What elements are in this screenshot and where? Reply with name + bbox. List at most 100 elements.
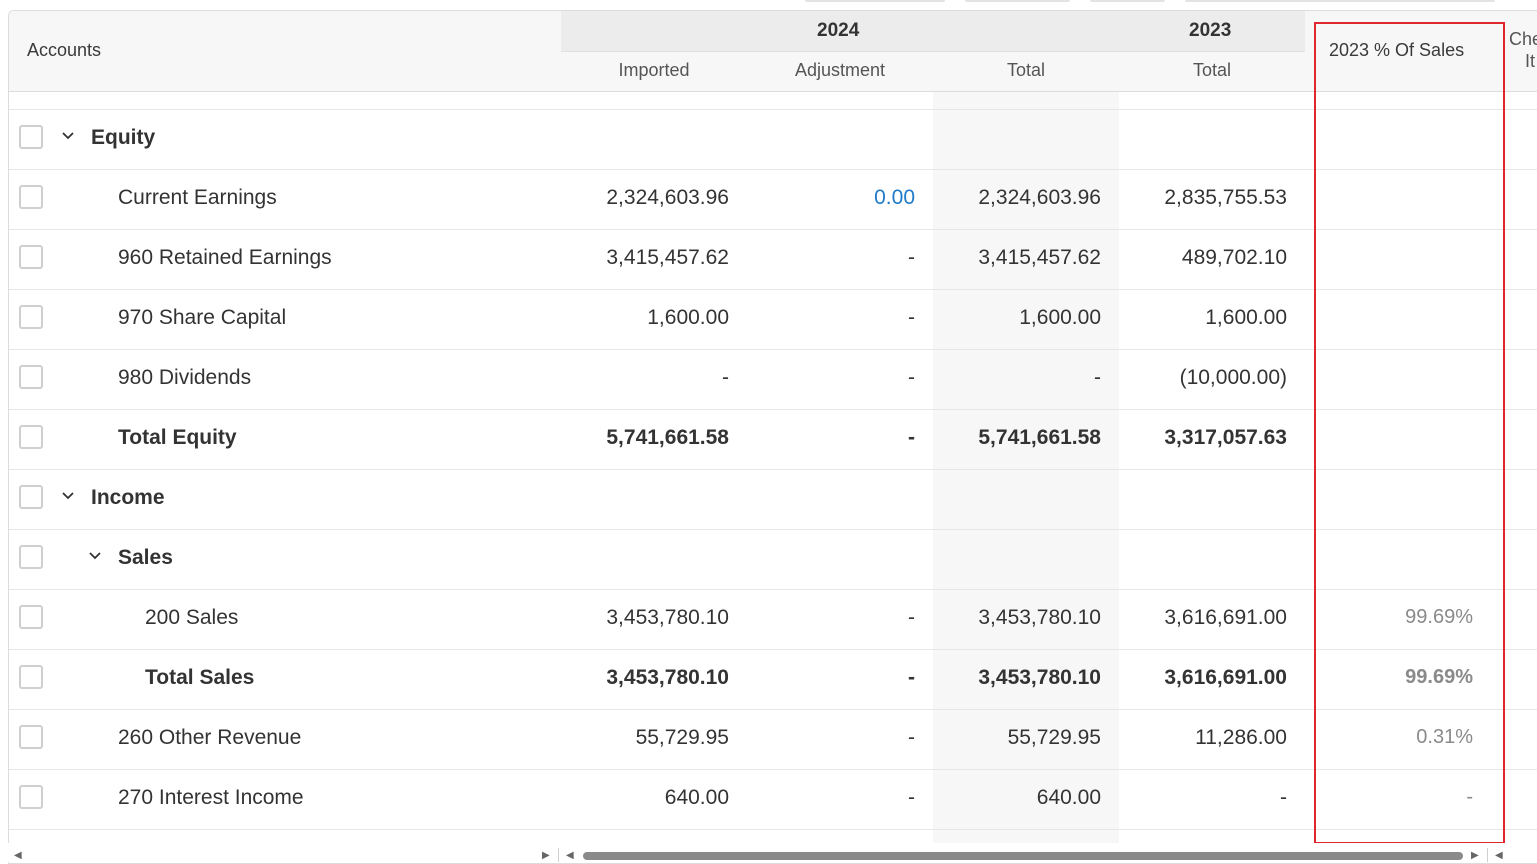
imported-value: 640.00	[664, 786, 729, 809]
row-checkbox[interactable]	[19, 425, 43, 449]
total-2023-value: 3,616,691.00	[1164, 666, 1287, 689]
scroll-right-arrow-icon[interactable]: ▶	[542, 850, 550, 861]
row-label: Current Earnings	[118, 186, 277, 209]
row-checkbox[interactable]	[19, 125, 43, 149]
row-label: Income	[91, 486, 165, 509]
table-row[interactable]: 960 Retained Earnings 3,415,457.62 - 3,4…	[9, 229, 1537, 290]
group-row-sales[interactable]: Sales	[9, 529, 1537, 590]
imported-value: 55,729.95	[635, 726, 729, 749]
scroll-right-arrow-icon[interactable]: ▶	[1471, 850, 1479, 861]
imported-value: -	[722, 366, 729, 389]
table-row[interactable]: 970 Share Capital 1,600.00 - 1,600.00 1,…	[9, 289, 1537, 350]
truncated-column-header[interactable]: Che It	[1509, 29, 1537, 71]
pct-of-sales-column-header[interactable]: 2023 % Of Sales	[1329, 40, 1465, 60]
total-2023-value: 489,702.10	[1181, 246, 1287, 269]
table-header: Accounts 2024 2023 Imported Adjustment T…	[9, 11, 1537, 92]
total-2023-value: 1,600.00	[1205, 306, 1287, 329]
imported-value: 3,453,780.10	[606, 606, 729, 629]
scroll-left-arrow-icon[interactable]: ◀	[14, 850, 22, 861]
table-row	[9, 92, 1537, 110]
total-2024-value: 3,453,780.10	[978, 666, 1101, 689]
row-label: 260 Other Revenue	[118, 726, 302, 749]
total-2024-column-header[interactable]: Total	[1006, 60, 1046, 80]
imported-value: 1,600.00	[647, 306, 729, 329]
total-2023-value: 3,317,057.63	[1164, 426, 1287, 449]
total-2024-value: 3,415,457.62	[978, 246, 1101, 269]
total-2023-value: 2,835,755.53	[1164, 186, 1287, 209]
adjustment-value: -	[908, 726, 915, 749]
total-2024-column-shade	[933, 92, 1119, 854]
imported-value: 2,324,603.96	[606, 186, 729, 209]
pane-divider	[1487, 848, 1488, 862]
row-checkbox[interactable]	[19, 305, 43, 329]
total-2024-value: 1,600.00	[1019, 306, 1101, 329]
row-label: Sales	[118, 546, 173, 569]
adjustment-value: -	[908, 786, 915, 809]
total-2024-value: 5,741,661.58	[978, 426, 1101, 449]
imported-value: 5,741,661.58	[606, 426, 729, 449]
year-2024-header: 2024	[817, 20, 860, 41]
scroll-left-arrow-icon[interactable]: ◀	[566, 850, 574, 861]
accounts-column-header[interactable]: Accounts	[27, 40, 102, 60]
total-2023-value: 11,286.00	[1195, 726, 1287, 749]
total-2024-value: 3,453,780.10	[978, 606, 1101, 629]
chevron-down-icon[interactable]	[61, 489, 75, 503]
row-label: 960 Retained Earnings	[118, 246, 332, 269]
total-2023-column-header[interactable]: Total	[1192, 60, 1232, 80]
adjustment-value: -	[908, 426, 915, 449]
year-header-band	[561, 11, 1305, 52]
row-label: 200 Sales	[145, 606, 239, 629]
row-label: 970 Share Capital	[118, 306, 287, 329]
adjustment-value: -	[908, 366, 915, 389]
adjustment-value: -	[908, 606, 915, 629]
group-row-equity[interactable]: Equity	[9, 109, 1537, 170]
year-2023-header: 2023	[1189, 20, 1232, 41]
group-row-income[interactable]: Income	[9, 469, 1537, 530]
adjustment-column-header[interactable]: Adjustment	[794, 60, 886, 80]
table-row[interactable]: 260 Other Revenue 55,729.95 - 55,729.95 …	[9, 709, 1537, 770]
scrollbar-thumb[interactable]	[583, 852, 1463, 860]
adjustment-link[interactable]: 0.00	[874, 186, 915, 209]
scroll-left-arrow-icon[interactable]: ◀	[1495, 850, 1503, 861]
row-label: 980 Dividends	[118, 366, 252, 389]
row-checkbox[interactable]	[19, 485, 43, 509]
total-2024-value: 640.00	[1036, 786, 1101, 809]
row-checkbox[interactable]	[19, 605, 43, 629]
total-row-equity[interactable]: Total Equity 5,741,661.58 - 5,741,661.58…	[9, 409, 1537, 470]
row-label: Equity	[91, 126, 156, 149]
pct-of-sales-value: 99.69%	[1405, 606, 1473, 628]
chevron-down-icon[interactable]	[88, 549, 102, 563]
total-2024-value: -	[1094, 366, 1101, 389]
table-row[interactable]: Current Earnings 2,324,603.96 0.00 2,324…	[9, 169, 1537, 230]
table-row[interactable]: 200 Sales 3,453,780.10 - 3,453,780.10 3,…	[9, 589, 1537, 650]
pct-of-sales-value: 99.69%	[1405, 666, 1473, 688]
table-body: Equity Current Earnings 2,324,603.96 0.0…	[9, 92, 1537, 854]
row-label: Total Sales	[145, 666, 255, 689]
total-2024-value: 2,324,603.96	[978, 186, 1101, 209]
total-2023-value: -	[1280, 786, 1287, 809]
adjustment-value: -	[908, 306, 915, 329]
row-checkbox[interactable]	[19, 545, 43, 569]
row-checkbox[interactable]	[19, 185, 43, 209]
pane-divider	[558, 848, 559, 862]
row-checkbox[interactable]	[19, 245, 43, 269]
imported-column-header[interactable]: Imported	[618, 60, 690, 80]
row-checkbox[interactable]	[19, 785, 43, 809]
adjustment-value: -	[908, 666, 915, 689]
report-table: Accounts 2024 2023 Imported Adjustment T…	[8, 10, 1537, 864]
total-row-sales[interactable]: Total Sales 3,453,780.10 - 3,453,780.10 …	[9, 649, 1537, 710]
total-2024-value: 55,729.95	[1007, 726, 1101, 749]
row-checkbox[interactable]	[19, 365, 43, 389]
total-2023-value: (10,000.00)	[1179, 366, 1287, 389]
total-2023-value: 3,616,691.00	[1164, 606, 1287, 629]
adjustment-value: -	[908, 246, 915, 269]
row-checkbox[interactable]	[19, 665, 43, 689]
pct-of-sales-value: 0.31%	[1416, 726, 1473, 748]
chevron-down-icon[interactable]	[61, 129, 75, 143]
imported-value: 3,415,457.62	[606, 246, 729, 269]
pct-of-sales-value: -	[1466, 786, 1473, 808]
table-row[interactable]: 270 Interest Income 640.00 - 640.00 - -	[9, 769, 1537, 830]
row-checkbox[interactable]	[19, 725, 43, 749]
table-row[interactable]: 980 Dividends - - - (10,000.00)	[9, 349, 1537, 410]
imported-value: 3,453,780.10	[606, 666, 729, 689]
